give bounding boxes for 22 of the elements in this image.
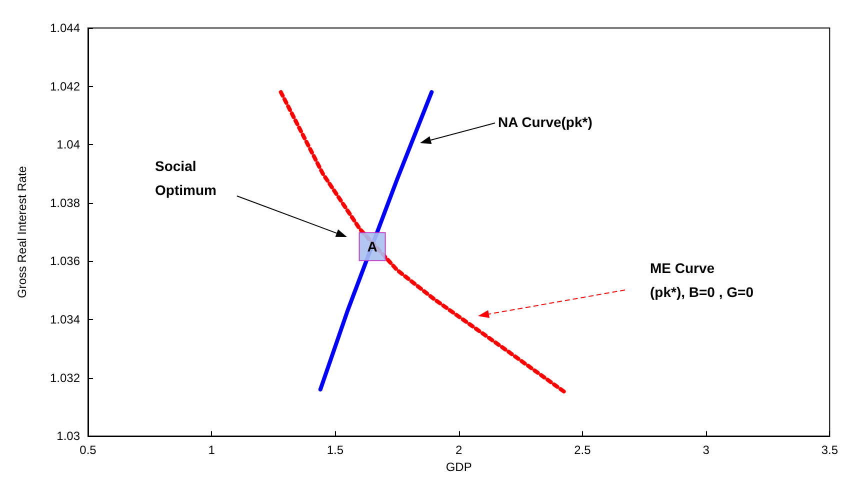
y-tick-label: 1.03: [56, 429, 80, 444]
y-tick-label: 1.036: [50, 254, 80, 268]
x-tick-label: 1.5: [326, 443, 344, 458]
y-axis-title: Gross Real Interest Rate: [15, 166, 29, 298]
x-tick-label: 2.5: [574, 443, 592, 458]
y-tick-label: 1.044: [50, 21, 80, 35]
line-series: [318, 90, 434, 392]
x-axis-title: GDP: [446, 460, 472, 474]
annotation: ME Curve (pk*), B=0 , G=0: [650, 260, 754, 300]
x-tick-label: 1: [208, 443, 216, 458]
y-tick-label: 1.042: [50, 79, 80, 94]
annotation: Social Optimum: [155, 158, 216, 198]
x-tick-label: 2: [455, 443, 462, 458]
y-tick-label: 1.038: [50, 196, 80, 210]
y-tick-label: 1.034: [50, 312, 80, 326]
y-tick-label: 1.04: [56, 138, 80, 152]
x-tick-label: 3: [702, 443, 710, 458]
annotation: NA Curve(pk*): [498, 114, 592, 130]
y-tick-label: 1.032: [50, 370, 80, 385]
annotation: A: [367, 238, 378, 255]
x-tick-label: 0.5: [80, 443, 97, 458]
x-tick-label: 3.5: [821, 443, 838, 458]
